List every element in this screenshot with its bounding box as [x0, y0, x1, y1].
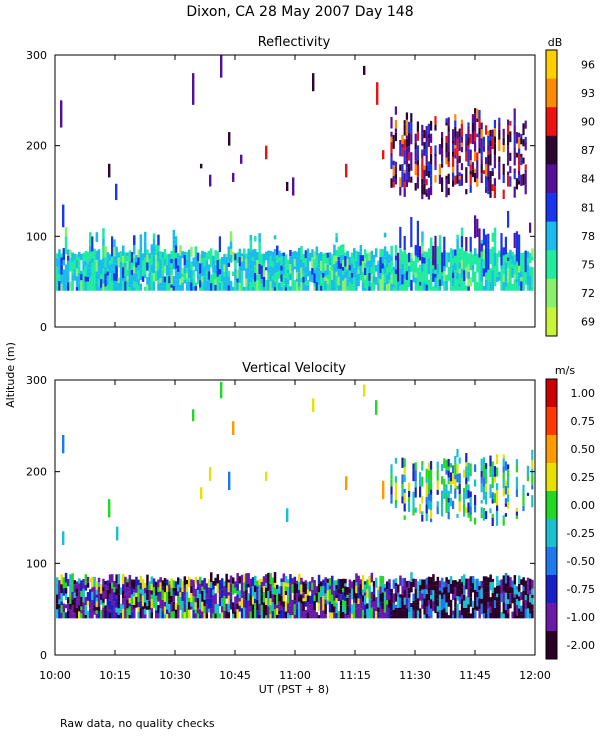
y-tick-label: 100	[26, 557, 47, 570]
x-tick-label: 10:45	[219, 669, 251, 682]
y-tick-label: 0	[40, 321, 47, 334]
y-tick-label: 300	[26, 374, 47, 387]
x-tick-label: 11:45	[459, 669, 491, 682]
x-tick-label: 11:30	[399, 669, 431, 682]
colorbar-segment	[546, 164, 557, 194]
panel-title: Reflectivity	[258, 35, 331, 50]
colorbar-segment	[546, 221, 557, 251]
x-tick-label: 12:00	[519, 669, 551, 682]
colorbar-label: 75	[581, 259, 595, 272]
colorbar-label: 1.00	[571, 387, 596, 400]
colorbar-label: 87	[581, 144, 595, 157]
colorbar-unit: m/s	[555, 364, 575, 377]
colorbar-label: 93	[581, 87, 595, 100]
x-axis-label: UT (PST + 8)	[259, 683, 329, 696]
colorbar-label: 69	[581, 316, 595, 329]
colorbar-label: -0.75	[567, 583, 595, 596]
colorbar-label: -1.00	[567, 611, 595, 624]
colorbar-label: 0.00	[571, 499, 596, 512]
y-tick-label: 200	[26, 466, 47, 479]
colorbar-segment	[546, 603, 557, 632]
colorbar-segment	[546, 135, 557, 165]
x-tick-label: 11:15	[339, 669, 371, 682]
colorbar-segment	[546, 435, 557, 464]
colorbar-segment	[546, 519, 557, 548]
x-tick-label: 10:00	[39, 669, 71, 682]
reflectivity-panel: Reflectivity 0 100 200 300 96 93 90 87 84 81 78 75 72…	[26, 35, 595, 337]
colorbar-segment	[546, 547, 557, 576]
colorbar-segment	[546, 278, 557, 308]
figure-title: Dixon, CA 28 May 2007 Day 148	[186, 4, 413, 20]
colorbar-label: 96	[581, 58, 595, 71]
colorbar-segment	[546, 50, 557, 79]
y-tick-label: 0	[40, 649, 47, 662]
colorbar-segment	[546, 193, 557, 222]
colorbar-segment	[546, 407, 557, 436]
colorbar-unit: dB	[548, 36, 563, 49]
colorbar-label: 0.25	[571, 471, 596, 484]
colorbar-label: 81	[581, 201, 595, 214]
y-tick-label: 300	[26, 49, 47, 62]
y-axis-label: Altitude (m)	[4, 342, 17, 408]
colorbar-segment	[546, 107, 557, 137]
panel-title: Vertical Velocity	[242, 361, 346, 376]
footnote: Raw data, no quality checks	[60, 717, 215, 730]
data-field	[56, 55, 534, 291]
colorbar-segment	[546, 250, 557, 280]
colorbar-label: 78	[581, 230, 595, 243]
colorbar-label: -0.50	[567, 555, 595, 568]
x-tick-label: 11:00	[279, 669, 311, 682]
x-tick-label: 10:15	[99, 669, 131, 682]
colorbar-label: -2.00	[567, 639, 595, 652]
colorbar-label: 90	[581, 116, 595, 129]
colorbar-segment	[546, 491, 557, 520]
colorbar-segment	[546, 78, 557, 108]
colorbar-label: 0.50	[571, 443, 596, 456]
colorbar-segment	[546, 631, 557, 660]
vertical-velocity-panel: Vertical Velocity 0 100 200 300 10:00 10:15 10:…	[26, 361, 595, 682]
colorbar-segment	[546, 463, 557, 492]
colorbar-segment	[546, 307, 557, 337]
y-tick-label: 100	[26, 230, 47, 243]
x-tick-label: 10:30	[159, 669, 191, 682]
data-field	[56, 381, 534, 619]
colorbar-label: 84	[581, 173, 595, 186]
colorbar-label: -0.25	[567, 527, 595, 540]
colorbar-segment	[546, 379, 557, 408]
colorbar-label: 72	[581, 287, 595, 300]
colorbar-segment	[546, 575, 557, 604]
y-tick-label: 200	[26, 140, 47, 153]
colorbar-label: 0.75	[571, 415, 596, 428]
